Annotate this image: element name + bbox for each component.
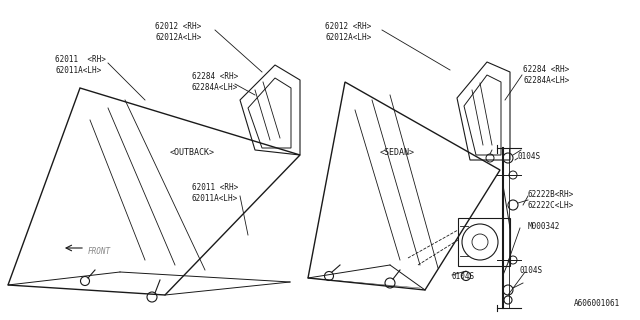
Text: 62011 <RH>
62011A<LH>: 62011 <RH> 62011A<LH> xyxy=(192,183,238,203)
Text: A606001061: A606001061 xyxy=(573,299,620,308)
Text: 0104S: 0104S xyxy=(452,272,475,281)
Text: 62284 <RH>
62284A<LH>: 62284 <RH> 62284A<LH> xyxy=(523,65,569,85)
Text: M000342: M000342 xyxy=(528,222,561,231)
Text: FRONT: FRONT xyxy=(88,247,111,256)
Text: 62222B<RH>
62222C<LH>: 62222B<RH> 62222C<LH> xyxy=(528,190,574,210)
Text: 62011  <RH>
62011A<LH>: 62011 <RH> 62011A<LH> xyxy=(55,55,106,75)
Bar xyxy=(458,218,510,266)
Text: <OUTBACK>: <OUTBACK> xyxy=(170,148,215,157)
Text: 0104S: 0104S xyxy=(518,152,541,161)
Text: 62012 <RH>
62012A<LH>: 62012 <RH> 62012A<LH> xyxy=(325,22,371,42)
Text: 0104S: 0104S xyxy=(520,266,543,275)
Text: 62284 <RH>
62284A<LH>: 62284 <RH> 62284A<LH> xyxy=(192,72,238,92)
Text: 62012 <RH>
62012A<LH>: 62012 <RH> 62012A<LH> xyxy=(155,22,201,42)
Text: <SEDAN>: <SEDAN> xyxy=(380,148,415,157)
